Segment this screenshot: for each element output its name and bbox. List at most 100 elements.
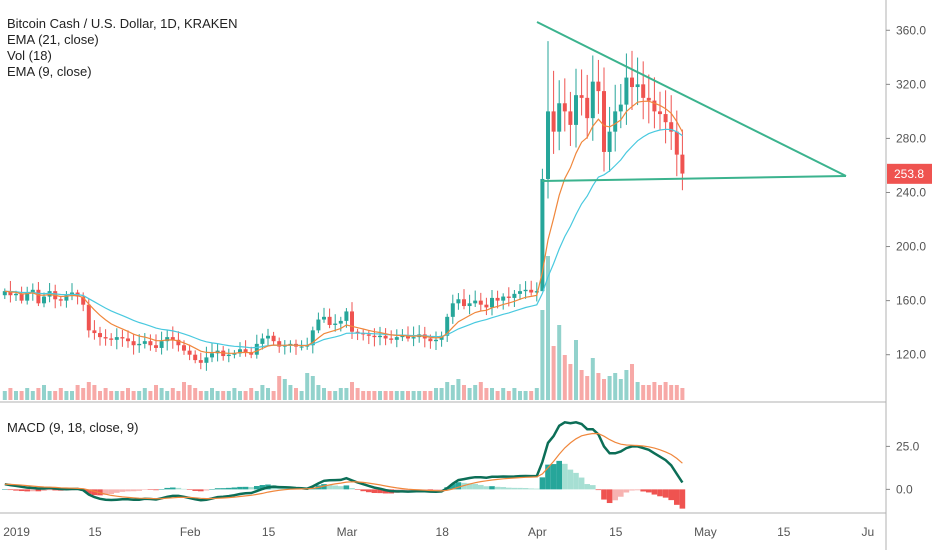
macd-histogram-bar: [545, 464, 551, 490]
candle-body: [126, 338, 130, 342]
volume-bar: [674, 385, 679, 400]
volume-bar: [669, 385, 674, 400]
volume-bar: [114, 391, 119, 400]
macd-histogram-bar: [433, 489, 439, 491]
macd-histogram-bar: [612, 489, 618, 501]
macd-histogram-bar: [567, 469, 574, 490]
volume-bar: [221, 391, 226, 400]
macd-histogram-bar: [181, 488, 187, 490]
candle-body: [64, 295, 69, 301]
support-trendline: [541, 175, 847, 182]
macd-histogram-bar: [450, 484, 456, 490]
candle-body: [467, 303, 472, 307]
volume-bar: [490, 388, 494, 400]
volume-bar: [372, 391, 377, 400]
macd-histogram-bar: [108, 489, 114, 495]
grid: [0, 0, 887, 550]
volume-bar: [646, 385, 651, 400]
macd-histogram-bar: [679, 489, 686, 509]
volume-bar: [109, 391, 114, 400]
macd-histogram-bar: [640, 489, 646, 492]
volume-bar: [540, 310, 545, 400]
candle-body: [579, 95, 584, 98]
candle-body: [551, 111, 556, 132]
macd-histogram-bar: [668, 489, 674, 501]
macd-tick-label: 0.0: [896, 482, 913, 496]
candle-body: [590, 81, 595, 119]
macd-legend[interactable]: MACD (9, 18, close, 9): [7, 420, 139, 435]
candle-body: [658, 111, 662, 115]
macd-histogram-bar: [478, 484, 484, 490]
price-badge: [887, 163, 932, 184]
volume-bar: [456, 379, 461, 400]
candle-body: [36, 289, 41, 304]
volume-legend[interactable]: Vol (18): [7, 48, 52, 63]
candle-body: [366, 334, 371, 336]
macd-histogram-bar: [13, 489, 19, 491]
candle-body: [562, 103, 567, 112]
macd-histogram-bar: [550, 464, 557, 490]
volume-bar: [288, 385, 293, 400]
price-tick-label: 280.0: [896, 131, 926, 145]
candle-body: [350, 311, 354, 332]
macd-histogram-bar: [618, 489, 624, 497]
candle-body: [327, 316, 332, 325]
volume-bar: [473, 385, 478, 400]
volume-bar: [652, 382, 657, 400]
macd-histogram-bar: [528, 488, 534, 490]
candle-body: [154, 345, 158, 348]
macd-histogram-bar: [237, 486, 243, 490]
time-tick-label: Feb: [180, 525, 201, 539]
volume-bar: [434, 388, 438, 400]
macd-histogram-bar: [371, 489, 378, 494]
ema9-legend[interactable]: EMA (9, close): [7, 64, 92, 79]
time-tick-label: 15: [609, 525, 623, 539]
candle-body: [19, 293, 24, 301]
candle-body: [383, 335, 388, 339]
macd-histogram-bar: [332, 485, 338, 490]
volume-bar: [445, 382, 450, 400]
symbol-title[interactable]: Bitcoin Cash / U.S. Dollar, 1D, KRAKEN: [7, 16, 238, 31]
ema21-line: [4, 128, 683, 349]
macd-histogram-bar: [377, 489, 383, 494]
volume-bar: [422, 391, 427, 400]
volume-bar: [417, 391, 422, 400]
candle-body: [333, 323, 338, 325]
volume-bar: [366, 391, 371, 400]
macd-tick-label: 25.0: [896, 439, 920, 453]
ema21-legend[interactable]: EMA (21, close): [7, 32, 99, 47]
volume-bar: [378, 391, 382, 400]
macd-histogram-bar: [119, 489, 126, 492]
candle-body: [674, 131, 679, 155]
candle-body: [518, 291, 522, 294]
volume-bar: [75, 385, 80, 400]
volume-bar: [607, 376, 612, 400]
macd-histogram-bar: [220, 488, 226, 490]
candle-body: [394, 337, 399, 340]
candle-body: [663, 114, 668, 123]
macd-histogram-bar: [539, 477, 546, 490]
macd-histogram-bar: [7, 489, 14, 491]
price-tick-label: 360.0: [896, 23, 926, 37]
candle-body: [103, 337, 108, 339]
volume-bar: [305, 373, 310, 400]
volume-bar: [204, 391, 209, 400]
volume-bar: [506, 391, 511, 400]
volume-bar: [568, 364, 573, 400]
candle-body: [450, 303, 455, 317]
volume-bar: [663, 382, 668, 400]
macd-histogram-bar: [214, 488, 221, 490]
volume-bar: [618, 379, 623, 400]
macd-histogram-bar: [662, 489, 669, 498]
candle-body: [42, 296, 46, 304]
volume-bar: [193, 388, 198, 400]
macd-histogram-bar: [657, 489, 663, 497]
macd-histogram-bar: [595, 489, 602, 491]
macd-histogram-bar: [623, 489, 630, 493]
candle-body: [322, 316, 326, 320]
volume-bar: [428, 391, 433, 400]
volume-bar: [25, 388, 30, 400]
volume-bar: [271, 391, 276, 400]
volume-bar: [120, 391, 125, 400]
candle-body: [574, 95, 578, 125]
